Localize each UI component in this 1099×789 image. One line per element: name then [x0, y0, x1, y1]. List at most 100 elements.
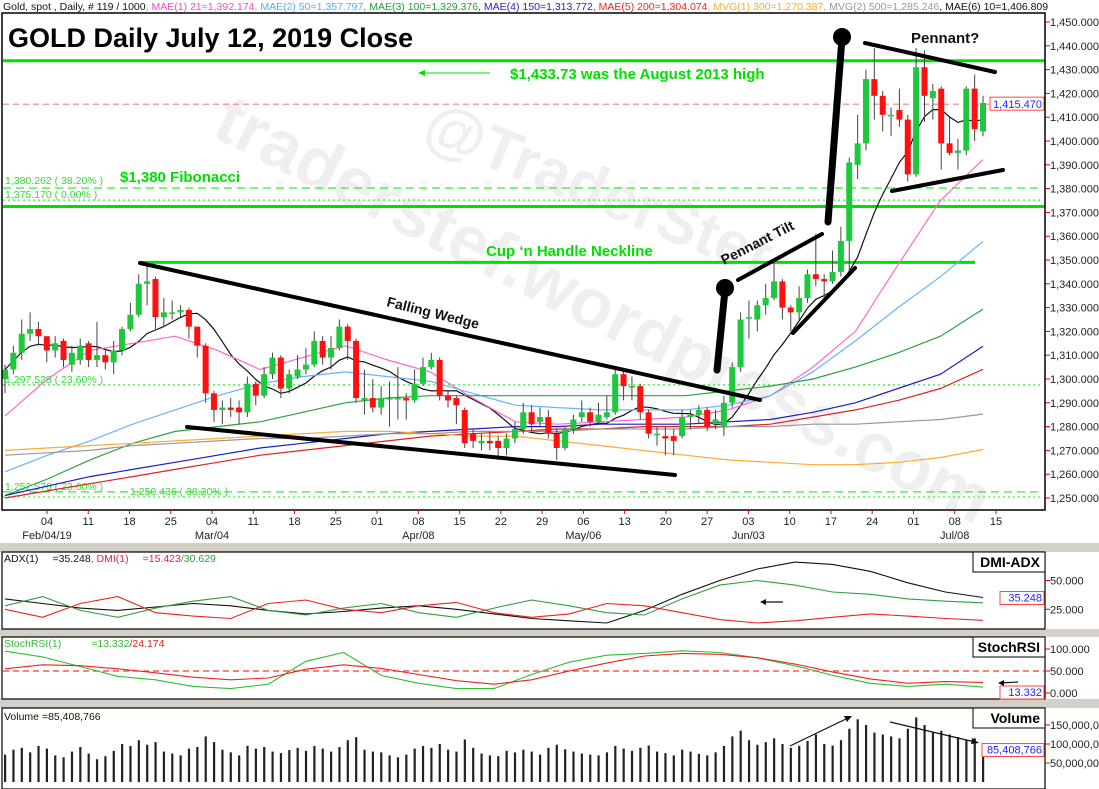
candle — [545, 409, 552, 439]
candle — [336, 319, 343, 351]
candle-body — [821, 279, 828, 282]
moving-average-line — [4, 430, 984, 466]
y-tick-label: 50.000 — [1050, 666, 1084, 678]
volume-bar — [505, 750, 508, 782]
volume-bar — [229, 752, 232, 782]
volume-bar — [45, 748, 48, 782]
volume-bar — [747, 740, 751, 782]
volume-bar — [488, 755, 492, 782]
volume-bar — [246, 745, 249, 782]
volume-bar — [714, 752, 717, 782]
volume-bar — [313, 745, 316, 782]
candle — [570, 414, 577, 434]
volume-bar — [405, 754, 408, 782]
volume-bar — [831, 745, 834, 782]
volume-bar — [154, 742, 157, 782]
volume-bar — [781, 744, 784, 782]
volume-bar — [722, 745, 726, 782]
candle-body — [169, 312, 176, 314]
volume-bar — [330, 751, 333, 782]
volume-bar — [756, 744, 759, 782]
candle-body — [628, 386, 635, 388]
candle-body — [503, 438, 510, 449]
dmi-minus-value: =15.423 — [143, 553, 181, 565]
candle — [938, 86, 945, 170]
y-tick-label: 1,340.000 — [1050, 279, 1099, 291]
last-value-label: 35.248 — [1008, 592, 1042, 604]
candle-body — [144, 281, 151, 284]
volume-bar — [137, 740, 140, 782]
volume-bar — [940, 730, 943, 782]
x-tick-label: 15 — [453, 516, 465, 528]
candle-body — [729, 367, 736, 403]
volume-bar — [965, 740, 968, 782]
volume-bar — [254, 748, 257, 782]
candle-body — [394, 398, 401, 400]
last-price-box — [989, 96, 1045, 111]
legend-item: , MAE(5) 200=1,304.074 — [593, 1, 708, 13]
volume-bar — [438, 744, 441, 782]
volume-bar — [898, 738, 901, 782]
candle-body — [687, 414, 694, 418]
volume-bar — [363, 749, 366, 782]
x-month-label: Feb/04/19 — [22, 530, 72, 542]
candle-body — [210, 393, 217, 410]
volume-bar — [915, 717, 918, 782]
candle-body — [545, 417, 552, 434]
volume-bar — [890, 736, 893, 782]
candle-body — [77, 345, 84, 360]
candle-body — [578, 412, 585, 418]
x-tick-label: 13 — [619, 516, 631, 528]
candle-body — [202, 345, 209, 394]
volume-bar — [413, 748, 416, 782]
candle-body — [386, 398, 393, 400]
last-value-box — [981, 743, 1045, 758]
flagpole-2-knob — [833, 28, 851, 46]
date-axis: 04 11 18 25 04 11 18 25 01 08 15 22 29 06 13 20 27 03 10 17… — [0, 510, 1099, 708]
x-tick-label: 01 — [371, 516, 383, 528]
candle — [562, 426, 569, 451]
candle — [261, 367, 268, 399]
adx-label: ADX(1) — [4, 553, 38, 565]
y-tick-label: 1,350.000 — [1050, 255, 1099, 267]
candle — [378, 386, 385, 415]
candle — [428, 352, 435, 370]
panel-title-box — [972, 551, 1046, 573]
fib-label: 1,250.436 ( 38.20% ) — [130, 486, 228, 498]
candle-body — [68, 352, 75, 365]
y-tick-label: 1,330.000 — [1050, 303, 1099, 315]
candle — [821, 274, 828, 299]
symbol-label: Gold, spot , Daily, # 119 / 1000 — [3, 1, 146, 13]
candle-body — [963, 88, 970, 151]
candle-body — [495, 440, 502, 449]
volume-bar — [973, 738, 976, 782]
candle — [637, 383, 644, 420]
wedge-upper-line — [138, 261, 762, 402]
arrow-head-icon — [971, 738, 979, 744]
volume-bar — [355, 737, 358, 782]
candle — [194, 326, 201, 358]
candle — [68, 345, 75, 372]
candle-body — [587, 412, 594, 422]
pennant-note: Pennant? — [911, 30, 979, 47]
volume-bar — [764, 742, 767, 782]
x-tick-label: 24 — [866, 516, 878, 528]
candle-body — [929, 91, 936, 99]
x-tick-label: 08 — [949, 516, 961, 528]
candle — [369, 379, 376, 413]
candle — [971, 74, 978, 141]
volume-bar — [447, 749, 450, 782]
candle-body — [277, 357, 284, 389]
candle-body — [252, 383, 259, 396]
y-tick-label: 50,000,000 — [1050, 758, 1099, 770]
candle-body — [419, 367, 426, 384]
dmi-header: ADX(1) =35.248, DMI(1) =15.423/30.629 — [4, 553, 216, 565]
candle — [328, 336, 334, 370]
volume-bar — [338, 747, 341, 782]
legend-item: , MAE(1) 21=1,392.174 — [146, 1, 255, 13]
x-tick-label: 11 — [83, 516, 94, 528]
stoch-header: StochRSI(1) =13.332/24.174 — [4, 638, 165, 650]
candle — [829, 250, 836, 284]
candle-body — [486, 440, 493, 444]
candle-body — [938, 88, 945, 144]
